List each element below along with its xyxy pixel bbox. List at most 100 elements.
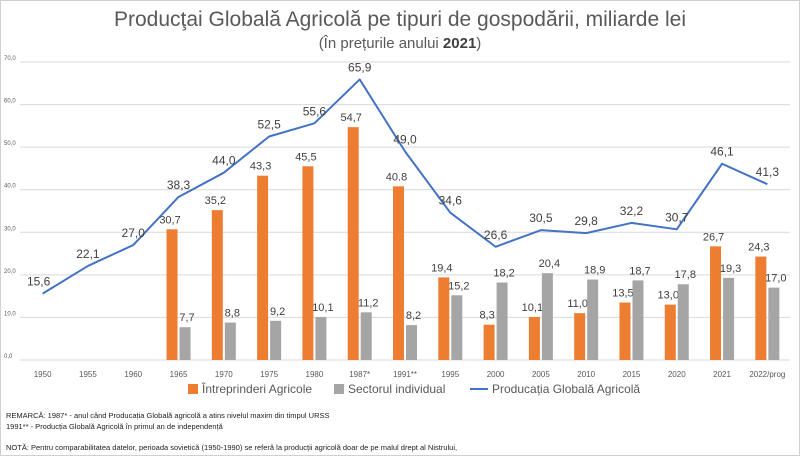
bar-data-label: 19,4: [431, 262, 452, 274]
x-tick-label: 1960: [124, 370, 142, 379]
bar-data-label: 8,3: [479, 310, 494, 322]
bar-data-label: 10,1: [312, 302, 333, 314]
bar-data-label: 15,2: [448, 280, 469, 292]
bar-data-label: 17,8: [675, 269, 696, 281]
bar-sector-individual: [270, 320, 282, 360]
bar-data-label: 45,5: [295, 151, 316, 163]
bar-intreprinderi: [438, 277, 450, 360]
bar-data-label: 20,4: [539, 258, 560, 270]
line-data-label: 41,3: [756, 165, 780, 179]
bar-sector-individual: [360, 312, 372, 360]
line-data-label: 29,8: [574, 214, 598, 228]
bar-intreprinderi: [574, 313, 586, 360]
line-data-label: 44,0: [212, 154, 236, 168]
bar-data-label: 18,2: [493, 268, 514, 280]
chart-subtitle: (În prețurile anului 2021): [0, 35, 800, 52]
note-comparability: NOTĂ: Pentru comparabilitatea datelor, p…: [6, 443, 458, 452]
x-tick-label: 2010: [577, 370, 595, 379]
x-tick-label: 2021: [713, 370, 731, 379]
bar-data-label: 19,3: [720, 263, 741, 275]
bar-data-label: 13,5: [612, 288, 633, 300]
line-data-label: 46,1: [710, 145, 734, 159]
bar-data-label: 7,7: [179, 312, 194, 324]
x-tick-label: 2020: [668, 370, 686, 379]
line-data-label: 30,5: [529, 211, 553, 225]
x-tick-label: 1987*: [349, 370, 370, 379]
bar-data-label: 54,7: [340, 112, 361, 124]
line-data-label: 30,7: [665, 210, 689, 224]
y-tick-label: 60,0: [4, 99, 16, 105]
bar-data-label: 10,1: [522, 302, 543, 314]
x-tick-label: 1965: [170, 370, 188, 379]
line-data-label: 27,0: [122, 226, 146, 240]
bar-sector-individual: [496, 282, 508, 360]
x-tick-label: 1950: [34, 370, 52, 379]
legend-swatch: [188, 384, 198, 394]
bar-data-label: 18,9: [584, 265, 605, 277]
bar-sector-individual: [768, 287, 780, 360]
y-tick-label: 40,0: [4, 184, 16, 190]
x-tick-label: 2000: [487, 370, 505, 379]
bar-intreprinderi: [528, 317, 540, 360]
bar-data-label: 11,0: [567, 298, 588, 310]
bar-sector-individual: [723, 277, 735, 360]
bar-data-label: 35,2: [205, 195, 226, 207]
bar-intreprinderi: [483, 324, 495, 360]
legend-label: Producația Globală Agricolă: [492, 382, 640, 396]
x-tick-label: 2005: [532, 370, 550, 379]
bar-data-label: 24,3: [748, 242, 769, 254]
line-data-label: 55,6: [303, 104, 327, 118]
bar-sector-individual: [587, 279, 599, 360]
bar-sector-individual: [677, 284, 689, 360]
subtitle-year: 2021: [442, 35, 477, 52]
line-productia-globala: [42, 78, 768, 295]
bar-data-label: 26,7: [703, 231, 724, 243]
line-data-label: 34,6: [439, 194, 463, 208]
bar-data-label: 8,8: [225, 308, 240, 320]
chart-title: Producţai Globală Agricolă pe tipuri de …: [114, 8, 686, 31]
bar-sector-individual: [406, 325, 417, 360]
bar-data-label: 9,2: [270, 306, 285, 318]
bar-intreprinderi: [619, 302, 631, 360]
subtitle-prefix: (În prețurile anului: [318, 35, 443, 52]
line-data-label: 32,2: [620, 204, 644, 218]
bar-intreprinderi: [302, 166, 314, 360]
line-data-label: 52,5: [257, 118, 281, 132]
bar-intreprinderi: [257, 175, 269, 360]
legend-swatch: [334, 384, 344, 394]
line-data-label: 26,6: [484, 228, 508, 242]
note-1991: 1991** - Producția Globală Agricolă în p…: [6, 422, 223, 431]
bar-data-label: 13,0: [658, 290, 679, 302]
x-tick-label: 1975: [260, 370, 278, 379]
y-tick-label: 0,0: [4, 354, 13, 360]
bar-sector-individual: [541, 273, 553, 360]
bar-sector-individual: [179, 327, 191, 360]
x-tick-label: 1991**: [393, 370, 417, 379]
x-tick-label: 1955: [79, 370, 97, 379]
bar-intreprinderi: [664, 304, 676, 360]
line-data-label: 49,0: [393, 132, 417, 146]
y-tick-label: 70,0: [4, 56, 16, 62]
x-tick-label: 2022/prog: [749, 370, 785, 379]
bar-sector-individual: [224, 322, 236, 360]
bar-data-label: 30,7: [159, 214, 180, 226]
x-tick-label: 1980: [306, 370, 324, 379]
bar-data-label: 11,2: [358, 297, 379, 309]
y-tick-label: 50,0: [4, 141, 16, 147]
bar-sector-individual: [315, 317, 327, 360]
bar-sector-individual: [451, 295, 463, 360]
line-data-label: 15,6: [27, 275, 51, 289]
bar-intreprinderi: [755, 256, 767, 360]
note-remark: REMARCĂ: 1987* - anul când Producația Gl…: [6, 411, 330, 420]
bar-intreprinderi: [166, 229, 178, 360]
bar-data-label: 18,7: [629, 265, 650, 277]
subtitle-suffix: ): [476, 35, 482, 52]
bar-data-label: 17,0: [765, 273, 786, 285]
y-tick-label: 20,0: [4, 269, 16, 275]
bar-sector-individual: [632, 280, 644, 360]
line-data-label: 22,1: [76, 247, 100, 261]
bar-intreprinderi: [347, 127, 359, 361]
y-tick-label: 30,0: [4, 226, 16, 232]
bar-intreprinderi: [211, 210, 223, 360]
legend-label: Întreprinderi Agricole: [201, 381, 312, 396]
